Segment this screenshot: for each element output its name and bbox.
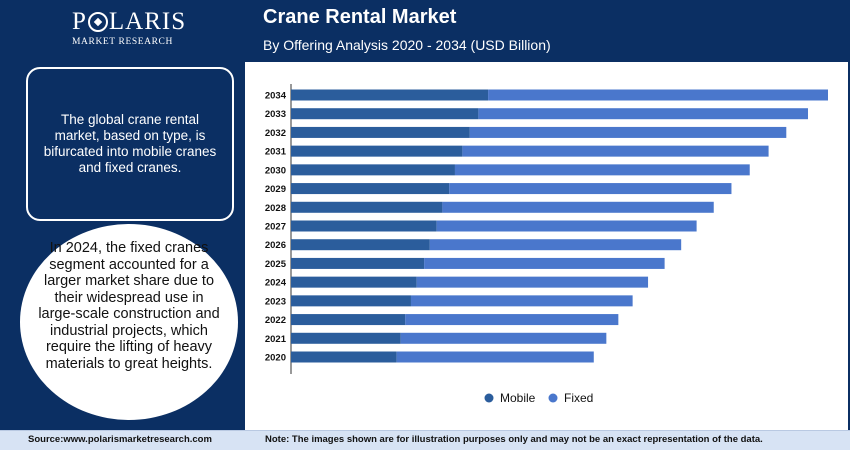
disclaimer-note: Note: The images shown are for illustrat… [265, 434, 763, 445]
bar-mobile [291, 276, 417, 288]
legend-marker-mobile [484, 393, 494, 403]
footer: Source:www.polarismarketresearch.com Not… [0, 430, 850, 450]
y-tick-label: 2021 [265, 334, 287, 345]
summary-box: The global crane rental market, based on… [26, 67, 234, 221]
y-tick-label: 2024 [265, 278, 287, 289]
summary-text: The global crane rental market, based on… [43, 112, 217, 175]
bar-mobile [291, 239, 430, 251]
bar-fixed [424, 257, 665, 269]
bar-fixed [469, 126, 787, 138]
compass-icon [87, 12, 108, 32]
highlight-text: In 2024, the fixed cranes segment accoun… [38, 240, 220, 372]
legend-label: Fixed [564, 391, 593, 405]
bar-fixed [442, 201, 714, 213]
y-tick-label: 2023 [265, 296, 286, 307]
bar-fixed [449, 183, 732, 195]
polaris-logo: P LARIS MARKET RESEARCH [72, 8, 187, 47]
bar-mobile [291, 351, 397, 363]
chart-header: Crane Rental Market By Offering Analysis… [245, 0, 850, 62]
chart-title: Crane Rental Market [263, 6, 457, 28]
chart-subtitle: By Offering Analysis 2020 - 2034 (USD Bi… [263, 37, 551, 53]
source-text: Source:www.polarismarketresearch.com [28, 434, 212, 445]
bar-mobile [291, 89, 489, 101]
y-tick-label: 2034 [265, 91, 287, 102]
bar-mobile [291, 201, 443, 213]
bar-fixed [478, 108, 809, 120]
sidebar: P LARIS MARKET RESEARCH The global crane… [0, 0, 245, 430]
bar-mobile [291, 145, 463, 157]
bar-fixed [410, 295, 633, 307]
bar-mobile [291, 220, 437, 232]
bar-fixed [488, 89, 828, 101]
y-tick-label: 2028 [265, 203, 286, 214]
bar-mobile [291, 183, 450, 195]
bar-fixed [429, 239, 682, 251]
logo-letters: LARIS [108, 8, 187, 35]
logo-letter: P [72, 8, 87, 35]
bar-mobile [291, 164, 455, 176]
y-tick-label: 2032 [265, 128, 286, 139]
bar-mobile [291, 257, 425, 269]
y-tick-label: 2025 [265, 259, 287, 270]
bar-fixed [405, 314, 619, 326]
bar-fixed [462, 145, 769, 157]
bar-mobile [291, 126, 470, 138]
bar-mobile [291, 108, 479, 120]
bar-fixed [400, 332, 607, 344]
bar-mobile [291, 332, 401, 344]
y-tick-label: 2026 [265, 240, 286, 251]
y-tick-label: 2033 [265, 109, 286, 120]
logo-wordmark: P LARIS [72, 8, 187, 36]
bar-mobile [291, 314, 406, 326]
y-tick-label: 2022 [265, 315, 286, 326]
bar-fixed [436, 220, 697, 232]
y-tick-label: 2020 [265, 353, 286, 364]
bar-mobile [291, 295, 411, 307]
highlight-circle [20, 224, 238, 420]
legend-marker-fixed [548, 393, 558, 403]
bar-fixed [416, 276, 649, 288]
bar-fixed [454, 164, 750, 176]
logo-subtitle: MARKET RESEARCH [72, 37, 173, 47]
y-tick-label: 2029 [265, 184, 286, 195]
bar-fixed [396, 351, 594, 363]
y-tick-label: 2027 [265, 222, 286, 233]
legend-label: Mobile [500, 391, 536, 405]
y-tick-label: 2030 [265, 165, 286, 176]
y-tick-label: 2031 [265, 147, 287, 158]
bar-chart: 2020 2021 2022 2023 2024 2025 2026 2027 2028 2029… [265, 84, 828, 405]
